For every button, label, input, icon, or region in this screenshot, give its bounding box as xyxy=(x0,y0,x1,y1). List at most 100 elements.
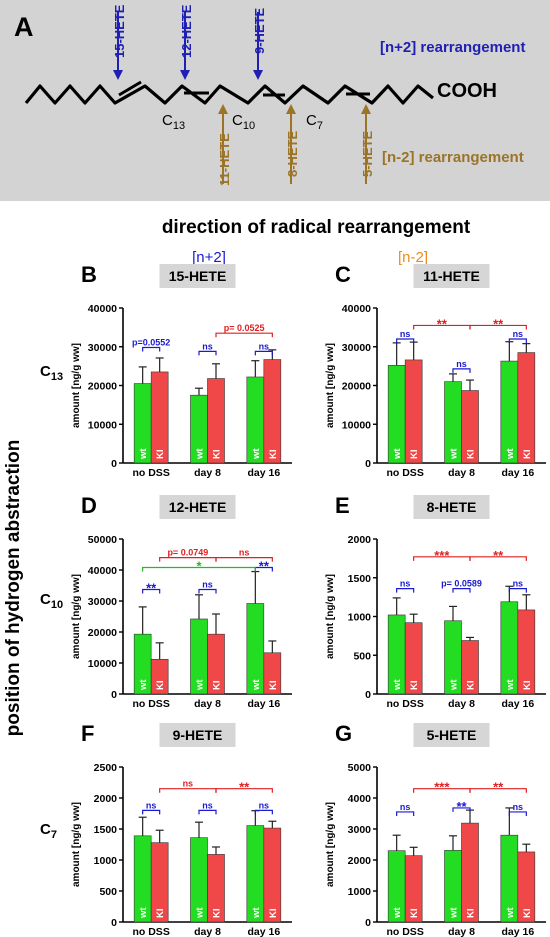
significance-bracket xyxy=(215,332,273,338)
panel-letter: D xyxy=(81,493,97,518)
y-tick-label: 1000 xyxy=(94,855,118,867)
significance-bracket xyxy=(215,788,273,793)
significance-bracket xyxy=(142,346,161,352)
significance-bracket xyxy=(508,338,527,343)
y-tick-label: 0 xyxy=(111,689,117,701)
significance-label: ns xyxy=(513,802,524,812)
x-tick-label: day 16 xyxy=(247,698,280,710)
y-tick-label: 2000 xyxy=(94,793,118,805)
y-tick-label: 40000 xyxy=(342,303,371,315)
chart-title: 12-HETE xyxy=(169,499,227,515)
double-bond-line xyxy=(118,80,142,97)
y-tick-label: 10000 xyxy=(88,419,117,431)
y-tick-label: 1000 xyxy=(348,612,372,624)
bar-series-label: wt xyxy=(505,679,516,691)
chart-title: 8-HETE xyxy=(427,499,477,515)
x-tick-label: no DSS xyxy=(132,698,169,710)
significance-label: ns xyxy=(513,579,524,589)
significance-bracket xyxy=(452,587,471,593)
bar-series-label: wt xyxy=(195,907,206,919)
significance-label: ns xyxy=(202,341,213,351)
row-label-c13: C13 xyxy=(40,363,63,383)
bar-series-label: wt xyxy=(392,679,403,691)
row-label-subscript: 10 xyxy=(51,599,63,611)
row-label-c10: C10 xyxy=(40,591,63,611)
bar-series-label: KI xyxy=(268,681,279,691)
significance-label: ** xyxy=(493,316,504,331)
significance-label: p= 0.0589 xyxy=(441,579,482,589)
y-tick-label: 40000 xyxy=(88,565,117,577)
side-title: position of hydrogen abstraction xyxy=(3,440,24,737)
significance-label: *** xyxy=(434,780,450,795)
significance-bracket xyxy=(254,809,273,815)
cooh-label: COOH xyxy=(437,80,497,102)
y-axis-label: amount [ng/g ww] xyxy=(71,574,82,659)
chart-title-box xyxy=(413,723,490,747)
x-tick-label: day 16 xyxy=(501,926,534,937)
chart-title: 5-HETE xyxy=(427,727,477,743)
carbon-subscript: 7 xyxy=(317,120,323,132)
y-tick-label: 3000 xyxy=(348,824,372,836)
arrow-head xyxy=(218,104,228,114)
x-tick-label: day 16 xyxy=(501,698,534,710)
hete-15-arrow-label: 15-HETE xyxy=(112,4,127,58)
bar-series-label: wt xyxy=(449,679,460,691)
bar-series-label: KI xyxy=(268,909,279,919)
y-tick-label: 10000 xyxy=(88,658,117,670)
x-tick-label: no DSS xyxy=(386,467,423,479)
significance-bracket xyxy=(159,788,217,793)
chart-9-hete: F 9-HETE amount [ng/g ww] 0 500 1000 1500 2000 2… xyxy=(71,721,292,937)
bar-ki xyxy=(150,371,169,464)
column-header-n-plus-2: [n+2] xyxy=(192,249,226,266)
significance-label: * xyxy=(196,559,202,574)
x-tick-label: day 16 xyxy=(501,467,534,479)
bar-series-label: wt xyxy=(195,448,206,460)
significance-bracket xyxy=(396,811,415,816)
fatty-acid-chain xyxy=(24,84,434,105)
row-label-subscript: 13 xyxy=(51,371,63,383)
direction-title: direction of radical rearrangement xyxy=(162,217,471,238)
x-tick-label: no DSS xyxy=(132,926,169,937)
bar-ki xyxy=(404,359,423,464)
bar-series-label: wt xyxy=(195,679,206,691)
bar-wt xyxy=(500,360,519,464)
significance-bracket xyxy=(254,350,273,356)
x-tick-label: no DSS xyxy=(386,698,423,710)
significance-label: ns xyxy=(456,359,467,369)
panel-letter: B xyxy=(81,262,97,287)
y-tick-label: 0 xyxy=(365,689,371,701)
significance-label: ns xyxy=(239,548,250,558)
y-tick-label: 1000 xyxy=(348,886,372,898)
hete-11-arrow-label: 11-HETE xyxy=(217,133,232,186)
bar-series-label: KI xyxy=(268,450,279,460)
hete-5-arrow-label: 5-HETE xyxy=(360,130,375,177)
significance-label: ns xyxy=(259,800,270,810)
significance-label: *** xyxy=(434,548,450,563)
y-tick-label: 20000 xyxy=(88,381,117,393)
top-hete-arrows xyxy=(113,12,263,80)
y-tick-label: 0 xyxy=(111,917,117,929)
chart-title-box xyxy=(159,264,236,288)
y-tick-label: 40000 xyxy=(88,303,117,315)
bar-series-label: wt xyxy=(251,907,262,919)
significance-label: ns xyxy=(400,802,411,812)
y-axis-label: amount [ng/g ww] xyxy=(325,574,336,659)
row-label-c7: C7 xyxy=(40,821,57,841)
y-tick-label: 1500 xyxy=(348,573,372,585)
bar-wt xyxy=(387,365,406,464)
chart-5-hete: G 5-HETE amount [ng/g ww] 0 1000 2000 3000 4000… xyxy=(325,721,546,937)
arrow-head xyxy=(253,70,263,80)
significance-bracket xyxy=(198,588,217,594)
y-tick-label: 5000 xyxy=(348,762,372,774)
significance-label: ** xyxy=(146,581,157,596)
bar-series-label: wt xyxy=(505,907,516,919)
significance-label: ns xyxy=(146,800,157,810)
significance-label: ns xyxy=(202,800,213,810)
column-header-n-minus-2: [n-2] xyxy=(398,249,428,266)
x-tick-label: day 8 xyxy=(194,926,221,937)
significance-label: p=0.0552 xyxy=(132,338,170,348)
significance-bracket xyxy=(452,368,471,373)
bar-series-label: KI xyxy=(522,450,533,460)
chart-11-hete: C 11-HETE amount [ng/g ww] 0 10000 20000 30000… xyxy=(325,262,546,479)
y-tick-label: 30000 xyxy=(88,596,117,608)
